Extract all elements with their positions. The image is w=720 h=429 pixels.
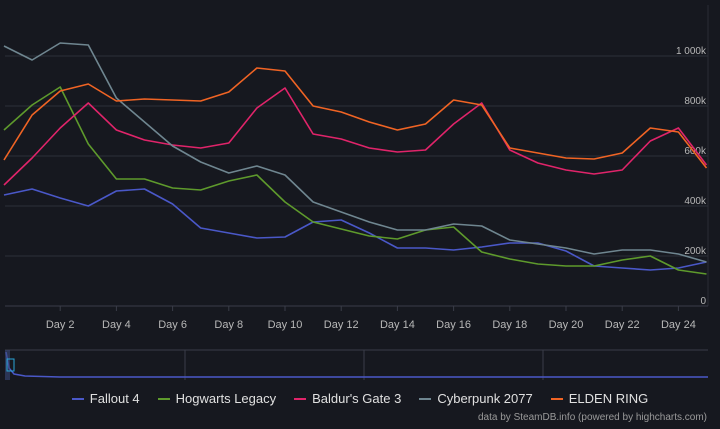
series-line-baldur-s-gate-3 bbox=[3, 87, 708, 186]
legend-label: Hogwarts Legacy bbox=[175, 391, 277, 406]
legend-item[interactable]: Cyberpunk 2077 bbox=[419, 391, 533, 406]
x-tick-label: Day 18 bbox=[492, 319, 527, 331]
legend-swatch bbox=[294, 397, 307, 400]
x-tick-label: Day 22 bbox=[605, 319, 640, 331]
legend-swatch bbox=[157, 397, 170, 400]
y-tick-label: 0 bbox=[700, 296, 706, 307]
legend-swatch bbox=[71, 397, 84, 400]
x-tick-label: Day 4 bbox=[102, 319, 131, 331]
x-tick-label: Day 8 bbox=[214, 319, 243, 331]
legend-item[interactable]: ELDEN RING bbox=[550, 391, 649, 406]
x-tick-label: Day 6 bbox=[158, 319, 187, 331]
legend-swatch bbox=[419, 397, 432, 400]
y-tick-label: 1 000k bbox=[676, 46, 707, 57]
x-tick-label: Day 12 bbox=[324, 319, 359, 331]
credit-text: data by SteamDB.info (powered by highcha… bbox=[478, 412, 707, 423]
x-tick-label: Day 24 bbox=[661, 319, 696, 331]
navigator-background bbox=[5, 350, 708, 380]
y-tick-label: 400k bbox=[684, 196, 707, 207]
legend-item[interactable]: Baldur's Gate 3 bbox=[294, 391, 401, 406]
legend-swatch bbox=[550, 397, 563, 400]
navigator bbox=[5, 349, 708, 380]
x-tick-label: Day 16 bbox=[436, 319, 471, 331]
legend: Fallout 4 Hogwarts Legacy Baldur's Gate 3 C… bbox=[0, 391, 720, 406]
series-line-cyberpunk-2077 bbox=[3, 42, 707, 263]
legend-item[interactable]: Hogwarts Legacy bbox=[157, 391, 277, 406]
legend-label: Fallout 4 bbox=[89, 391, 140, 406]
x-tick-label: Day 2 bbox=[46, 319, 75, 331]
y-tick-label: 200k bbox=[684, 246, 707, 257]
legend-item[interactable]: Fallout 4 bbox=[71, 391, 140, 406]
legend-label: Baldur's Gate 3 bbox=[312, 391, 402, 406]
y-tick-label: 800k bbox=[684, 96, 707, 107]
x-tick-label: Day 10 bbox=[268, 319, 303, 331]
legend-label: Cyberpunk 2077 bbox=[437, 391, 533, 406]
legend-label: ELDEN RING bbox=[568, 391, 649, 406]
x-tick-label: Day 14 bbox=[380, 319, 415, 331]
navigator-handle[interactable] bbox=[6, 358, 15, 372]
series-line-hogwarts-legacy bbox=[3, 86, 707, 275]
series-line-fallout-4 bbox=[3, 188, 707, 271]
series-line-elden-ring bbox=[3, 67, 708, 169]
x-tick-label: Day 20 bbox=[549, 319, 584, 331]
